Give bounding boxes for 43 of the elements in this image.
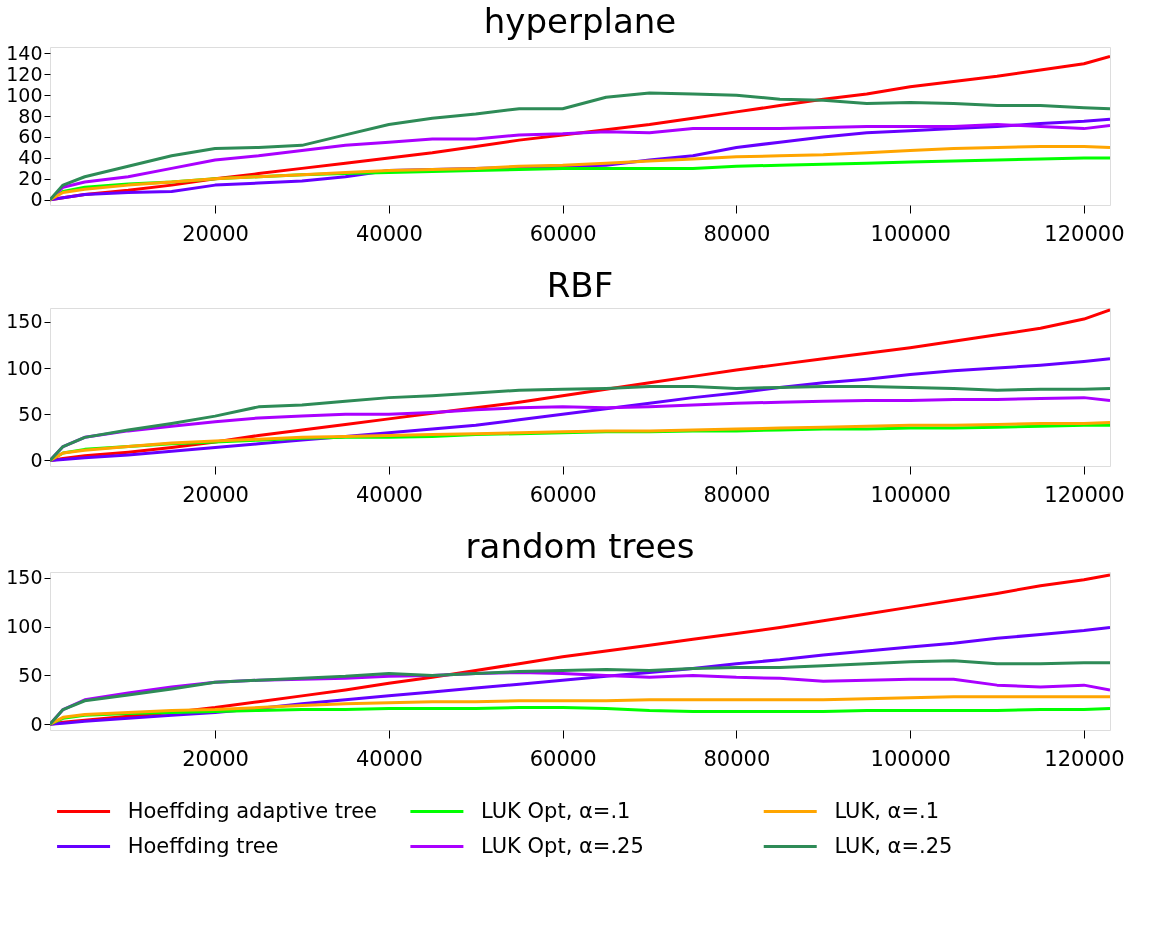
x-tick-label: 20000: [182, 746, 249, 771]
x-tick-label: 120000: [1044, 482, 1125, 507]
x-tick-label: 40000: [355, 221, 423, 246]
legend-label: Hoeffding tree: [127, 833, 279, 858]
x-tick-label: 20000: [182, 221, 249, 246]
y-tick-label: 100: [6, 356, 43, 379]
y-tick-label: 50: [18, 402, 43, 425]
y-tick-label: 140: [6, 41, 43, 64]
y-tick-label: 100: [6, 615, 43, 638]
y-tick-label: 80: [18, 104, 43, 127]
y-tick-label: 50: [18, 663, 43, 686]
legend-label: LUK Opt, α=.1: [481, 798, 631, 823]
legend-label: LUK, α=.25: [834, 833, 953, 858]
y-tick-label: 20: [18, 167, 43, 190]
chart-title: hyperplane: [483, 1, 677, 42]
x-tick-label: 100000: [870, 746, 951, 771]
x-tick-label: 120000: [1044, 221, 1125, 246]
x-tick-label: 80000: [703, 221, 771, 246]
x-tick-label: 100000: [870, 482, 951, 507]
x-tick-label: 40000: [355, 746, 423, 771]
x-tick-label: 80000: [703, 746, 771, 771]
y-tick-label: 0: [30, 712, 43, 735]
x-tick-label: 60000: [529, 221, 597, 246]
legend-label: LUK Opt, α=.25: [481, 833, 644, 858]
x-tick-label: 120000: [1044, 746, 1125, 771]
x-tick-label: 100000: [870, 221, 951, 246]
x-tick-label: 60000: [529, 746, 597, 771]
y-tick-label: 150: [6, 310, 43, 333]
chart-title: RBF: [546, 265, 614, 305]
y-tick-label: 40: [18, 146, 43, 169]
chart-title: random trees: [465, 525, 695, 566]
y-tick-label: 120: [6, 62, 43, 85]
y-tick-label: 100: [6, 83, 43, 106]
y-tick-label: 150: [6, 566, 43, 589]
x-tick-label: 20000: [182, 482, 249, 507]
y-tick-label: 0: [30, 188, 43, 211]
y-tick-label: 0: [30, 448, 43, 471]
x-tick-label: 60000: [529, 482, 597, 507]
x-tick-label: 80000: [703, 482, 771, 507]
x-tick-label: 40000: [355, 482, 423, 507]
y-tick-label: 60: [18, 125, 43, 148]
legend-label: Hoeffding adaptive tree: [127, 798, 377, 823]
legend-label: LUK, α=.1: [834, 798, 940, 823]
